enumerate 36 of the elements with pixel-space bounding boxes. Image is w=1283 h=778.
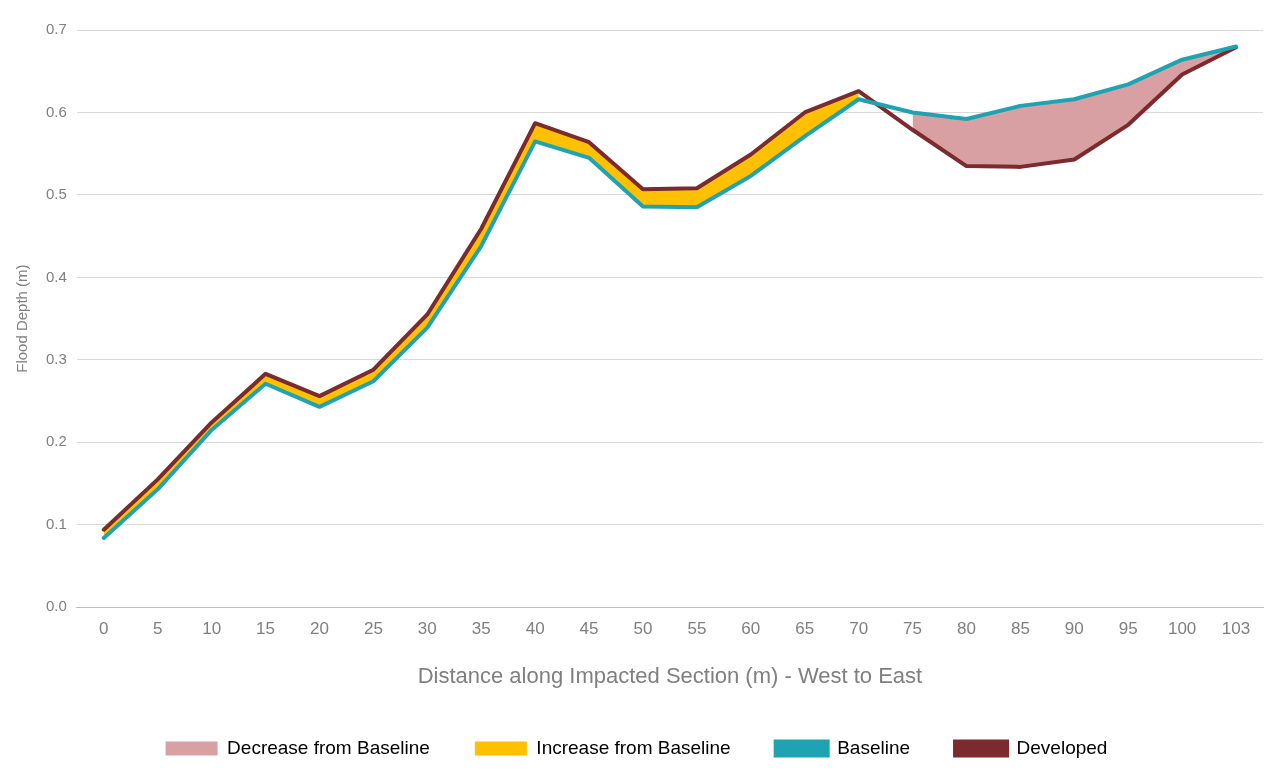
x-tick-label: 103 bbox=[1221, 619, 1251, 639]
y-tick-label: 0.2 bbox=[45, 432, 67, 450]
x-tick-label: 55 bbox=[687, 619, 707, 639]
x-tick-label: 95 bbox=[1118, 619, 1138, 639]
y-tick-label: 0.3 bbox=[45, 349, 67, 367]
x-tick-label: 20 bbox=[310, 619, 329, 639]
x-tick-label: 45 bbox=[579, 619, 599, 639]
x-tick-label: 30 bbox=[417, 619, 437, 639]
x-tick-label: 50 bbox=[633, 619, 653, 639]
x-tick-label: 0 bbox=[99, 619, 109, 639]
x-tick-label: 10 bbox=[202, 619, 222, 639]
y-tick-label: 0.1 bbox=[45, 514, 67, 532]
y-tick-label: 0.5 bbox=[45, 185, 67, 203]
legend-label: Increase from Baseline bbox=[536, 736, 731, 758]
legend-label: Developed bbox=[1016, 736, 1108, 758]
x-axis-title: Distance along Impacted Section (m) - West to East bbox=[417, 662, 923, 688]
y-tick-label: 0.7 bbox=[45, 20, 67, 38]
y-tick-label: 0.6 bbox=[45, 102, 67, 120]
y-tick-label: 0.0 bbox=[45, 597, 67, 615]
legend-label: Decrease from Baseline bbox=[227, 736, 430, 758]
legend-label: Baseline bbox=[837, 736, 911, 758]
x-tick-label: 80 bbox=[957, 619, 976, 639]
y-tick-label: 0.4 bbox=[45, 267, 67, 285]
x-tick-label: 5 bbox=[152, 619, 163, 639]
x-tick-label: 75 bbox=[903, 619, 923, 639]
x-tick-label: 15 bbox=[256, 619, 276, 639]
y-axis-title: Flood Depth (m) bbox=[13, 264, 31, 373]
x-tick-label: 60 bbox=[741, 619, 761, 639]
x-tick-label: 35 bbox=[471, 619, 491, 639]
x-tick-label: 90 bbox=[1064, 619, 1084, 639]
x-tick-label: 85 bbox=[1010, 619, 1030, 639]
x-tick-label: 65 bbox=[795, 619, 815, 639]
x-tick-label: 70 bbox=[849, 619, 869, 639]
x-tick-label: 100 bbox=[1167, 619, 1197, 639]
x-tick-label: 25 bbox=[363, 619, 383, 639]
x-tick-label: 40 bbox=[525, 619, 545, 639]
